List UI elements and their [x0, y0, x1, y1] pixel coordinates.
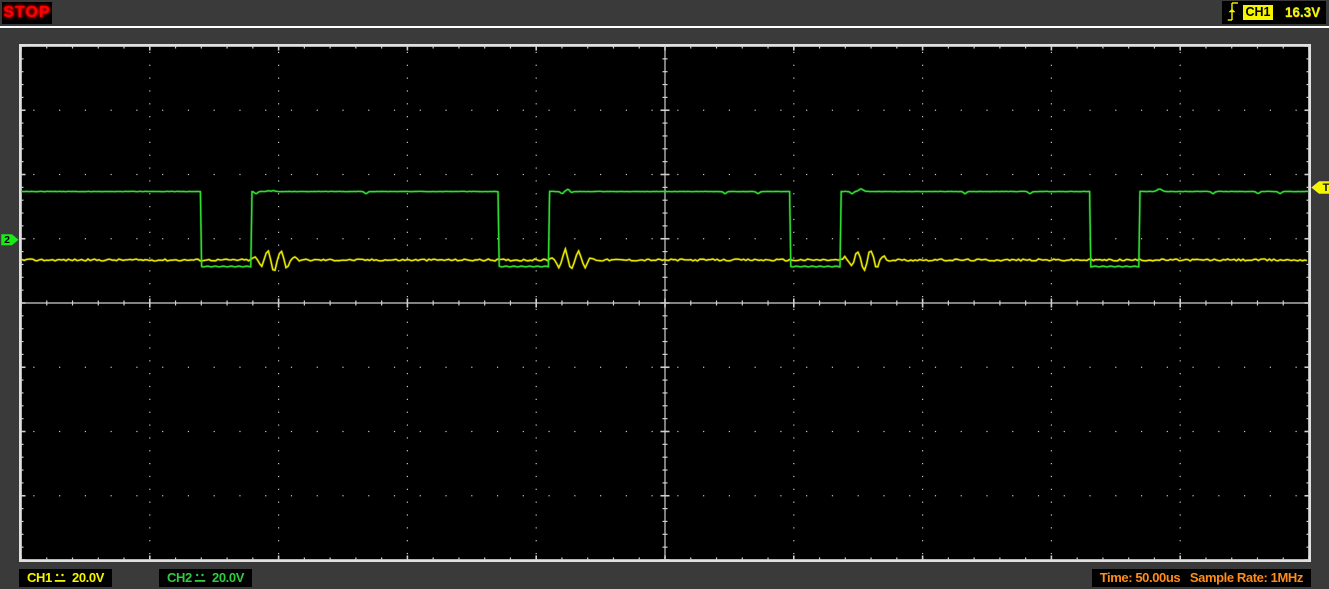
svg-text:T: T	[1323, 182, 1329, 194]
svg-text:2: 2	[4, 234, 10, 245]
